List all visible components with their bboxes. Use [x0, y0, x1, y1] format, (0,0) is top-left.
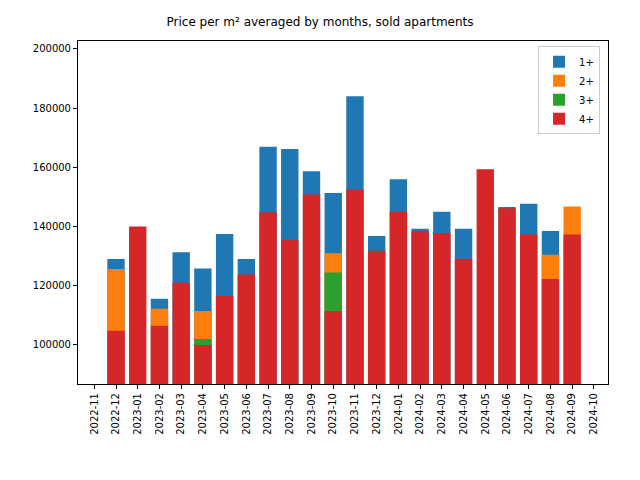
- svg-text:3+: 3+: [579, 95, 594, 106]
- svg-text:2023-11: 2023-11: [349, 393, 360, 435]
- svg-text:2023-03: 2023-03: [175, 393, 186, 435]
- svg-text:4+: 4+: [579, 114, 594, 125]
- svg-text:2022-11: 2022-11: [89, 393, 100, 435]
- svg-text:120000: 120000: [33, 280, 71, 291]
- svg-text:2023-07: 2023-07: [262, 393, 273, 435]
- svg-text:180000: 180000: [33, 103, 71, 114]
- svg-text:2022-12: 2022-12: [110, 393, 121, 435]
- svg-text:2023-06: 2023-06: [241, 393, 252, 435]
- svg-text:2023-02: 2023-02: [154, 393, 165, 435]
- svg-text:2024-07: 2024-07: [523, 393, 534, 435]
- svg-text:2+: 2+: [579, 76, 594, 87]
- svg-text:2023-08: 2023-08: [284, 393, 295, 435]
- svg-text:2023-04: 2023-04: [197, 393, 208, 435]
- svg-text:2024-01: 2024-01: [393, 393, 404, 435]
- svg-text:2024-10: 2024-10: [588, 393, 599, 435]
- svg-text:2023-12: 2023-12: [371, 393, 382, 435]
- svg-text:160000: 160000: [33, 162, 71, 173]
- svg-text:2023-01: 2023-01: [132, 393, 143, 435]
- svg-text:Price per m² averaged by month: Price per m² averaged by months, sold ap…: [166, 15, 473, 29]
- svg-text:2024-04: 2024-04: [458, 393, 469, 435]
- svg-text:2024-06: 2024-06: [501, 393, 512, 435]
- svg-text:2023-09: 2023-09: [306, 393, 317, 435]
- svg-text:2024-09: 2024-09: [566, 393, 577, 435]
- svg-text:1+: 1+: [579, 57, 594, 68]
- svg-text:2024-02: 2024-02: [414, 393, 425, 435]
- svg-text:200000: 200000: [33, 43, 71, 54]
- svg-text:2024-03: 2024-03: [436, 393, 447, 435]
- svg-text:2023-10: 2023-10: [327, 393, 338, 435]
- svg-text:2024-08: 2024-08: [545, 393, 556, 435]
- svg-text:140000: 140000: [33, 221, 71, 232]
- svg-text:100000: 100000: [33, 339, 71, 350]
- svg-text:2024-05: 2024-05: [480, 393, 491, 435]
- svg-text:2023-05: 2023-05: [219, 393, 230, 435]
